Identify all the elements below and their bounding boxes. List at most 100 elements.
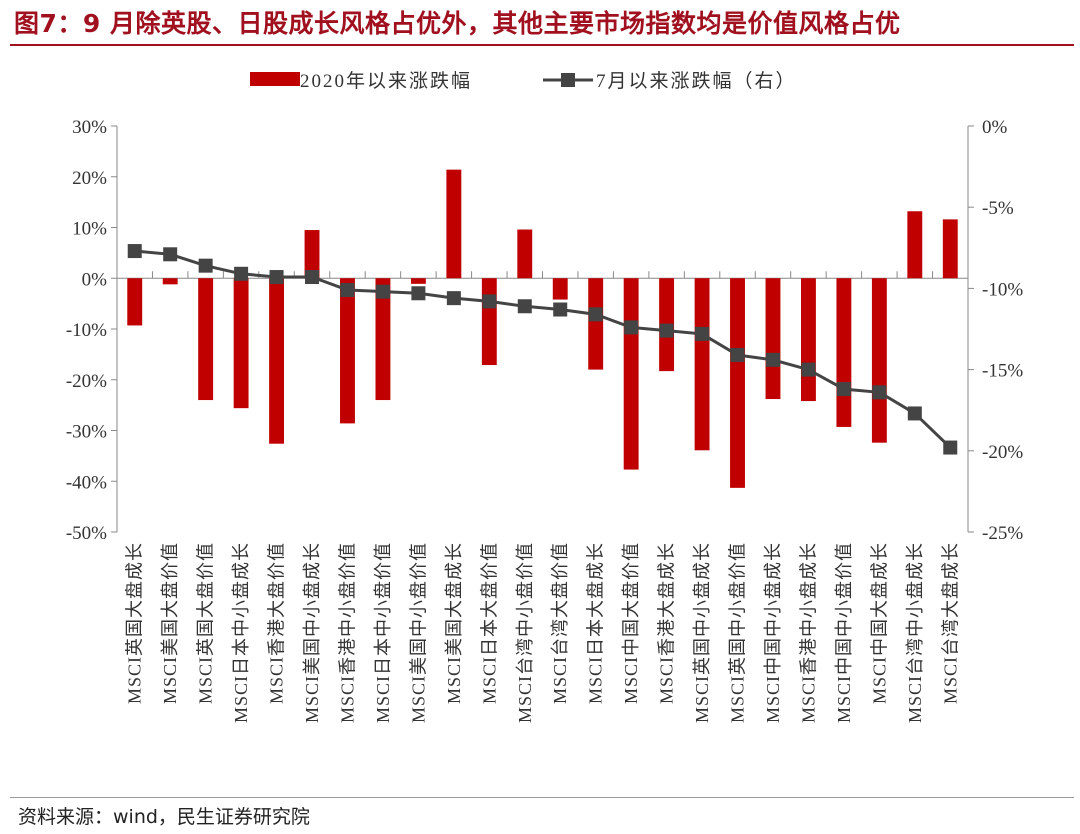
category-label: MSCI日本大盘成长: [586, 542, 606, 704]
category-label: MSCI美国中小盘成长: [302, 542, 322, 723]
left-axis-tick-label: -20%: [66, 371, 107, 392]
bar: [552, 278, 568, 300]
line-point: [269, 270, 284, 285]
line-point: [127, 244, 142, 259]
category-label: MSCI中国大盘成长: [869, 542, 889, 704]
bar: [623, 278, 639, 470]
line-point: [482, 294, 497, 309]
right-axis-tick-label: -10%: [982, 279, 1023, 300]
right-axis-tick-label: -25%: [982, 523, 1023, 544]
bar: [233, 278, 249, 409]
line-point: [765, 352, 780, 367]
right-axis-tick-label: -15%: [982, 361, 1023, 382]
bar-series: [127, 169, 958, 488]
category-label: MSCI中国大盘价值: [621, 542, 641, 704]
source-note: 资料来源：wind，民生证券研究院: [18, 806, 310, 828]
bar: [836, 278, 852, 427]
bar: [942, 219, 958, 279]
chart-area: 2020年以来涨跌幅 7月以来涨跌幅（右） 30% 20% 10% 0% -10% -20…: [66, 70, 1023, 723]
title-underline: [10, 44, 1074, 46]
line-point: [943, 440, 958, 455]
bar: [304, 230, 320, 279]
category-label: MSCI美国中小盘价值: [408, 542, 428, 723]
line-point: [659, 323, 674, 338]
right-axis-tick-label: -5%: [982, 198, 1014, 219]
line-point: [198, 258, 213, 273]
line-point: [411, 286, 426, 301]
figure-title: 图7：9 月除英股、日股成长风格占优外，其他主要市场指数均是价值风格占优: [14, 9, 901, 38]
line-point: [163, 247, 178, 262]
line-point: [872, 385, 887, 400]
legend-line-label: 7月以来涨跌幅（右）: [596, 70, 797, 92]
category-label: MSCI中国中小盘成长: [763, 542, 783, 723]
line-point: [588, 307, 603, 322]
line-point: [305, 270, 320, 285]
bar: [410, 278, 426, 284]
legend: 2020年以来涨跌幅 7月以来涨跌幅（右）: [250, 70, 797, 92]
line-point: [234, 266, 249, 281]
left-axis-tick-label: 20%: [72, 168, 107, 189]
left-axis-tick-label: -10%: [66, 320, 107, 341]
legend-bar-swatch: [250, 72, 300, 86]
bar: [162, 278, 178, 285]
category-label: MSCI美国大盘成长: [444, 542, 464, 704]
line-point: [624, 320, 639, 335]
bar: [765, 278, 781, 400]
bar: [871, 278, 887, 443]
bar: [269, 278, 285, 444]
left-axis-tick-label: -30%: [66, 422, 107, 443]
bar: [800, 278, 816, 402]
line-point: [553, 302, 568, 317]
bar: [907, 211, 923, 279]
bar: [340, 278, 355, 424]
left-axis-tick-label: -40%: [66, 472, 107, 493]
category-label: MSCI日本中小盘价值: [373, 542, 393, 723]
line-series: [127, 244, 958, 455]
bar: [127, 278, 143, 326]
category-label: MSCI台湾中小盘成长: [905, 542, 925, 723]
category-label: MSCI日本中小盘成长: [231, 542, 251, 723]
bar: [375, 278, 391, 401]
left-axis-tick-label: 0%: [82, 269, 108, 290]
line-point: [446, 291, 461, 306]
line-point: [517, 299, 532, 314]
legend-line-marker: [561, 73, 575, 87]
legend-bar-label: 2020年以来涨跌幅: [300, 70, 472, 92]
right-axis-tick-label: -20%: [982, 442, 1023, 463]
category-label: MSCI香港大盘价值: [267, 542, 287, 704]
category-label: MSCI香港中小盘价值: [337, 542, 357, 723]
source-divider: [10, 797, 1074, 798]
category-label: MSCI香港大盘成长: [657, 542, 677, 704]
left-axis-tick-label: 10%: [72, 219, 107, 240]
left-axis-tick-label: 30%: [72, 117, 107, 138]
category-label: MSCI美国大盘价值: [160, 542, 180, 704]
line-point: [375, 284, 390, 299]
category-label: MSCI英国中小盘成长: [692, 542, 712, 723]
line-point: [730, 347, 745, 362]
line-point: [836, 382, 851, 397]
bar: [446, 169, 462, 279]
category-labels: MSCI英国大盘成长 MSCI美国大盘价值 MSCI英国大盘价值 MSCI日本中小盘成…: [125, 542, 961, 723]
bar: [481, 278, 497, 366]
category-label: MSCI英国大盘价值: [196, 542, 216, 704]
line-point: [695, 326, 710, 341]
category-label: MSCI台湾大盘价值: [550, 542, 570, 704]
left-axis-tick-label: -50%: [66, 523, 107, 544]
category-label: MSCI香港中小盘成长: [798, 542, 818, 723]
axes: 30% 20% 10% 0% -10% -20% -30% -40% -50% 0% -5% -10%…: [66, 117, 1023, 544]
series-line: [134, 249, 952, 449]
category-label: MSCI英国中小盘价值: [728, 542, 748, 723]
category-label: MSCI台湾大盘成长: [940, 542, 960, 704]
bar: [694, 278, 710, 451]
category-label: MSCI英国大盘成长: [125, 542, 145, 704]
line-point: [340, 283, 355, 298]
category-label: MSCI台湾中小盘价值: [515, 542, 535, 723]
line-point: [907, 406, 922, 421]
bar: [198, 278, 214, 401]
bar: [588, 278, 604, 370]
line-point: [801, 362, 816, 377]
bar: [517, 229, 533, 279]
category-label: MSCI日本大盘价值: [479, 542, 499, 704]
bar: [730, 278, 745, 488]
category-label: MSCI中国中小盘价值: [834, 542, 854, 723]
